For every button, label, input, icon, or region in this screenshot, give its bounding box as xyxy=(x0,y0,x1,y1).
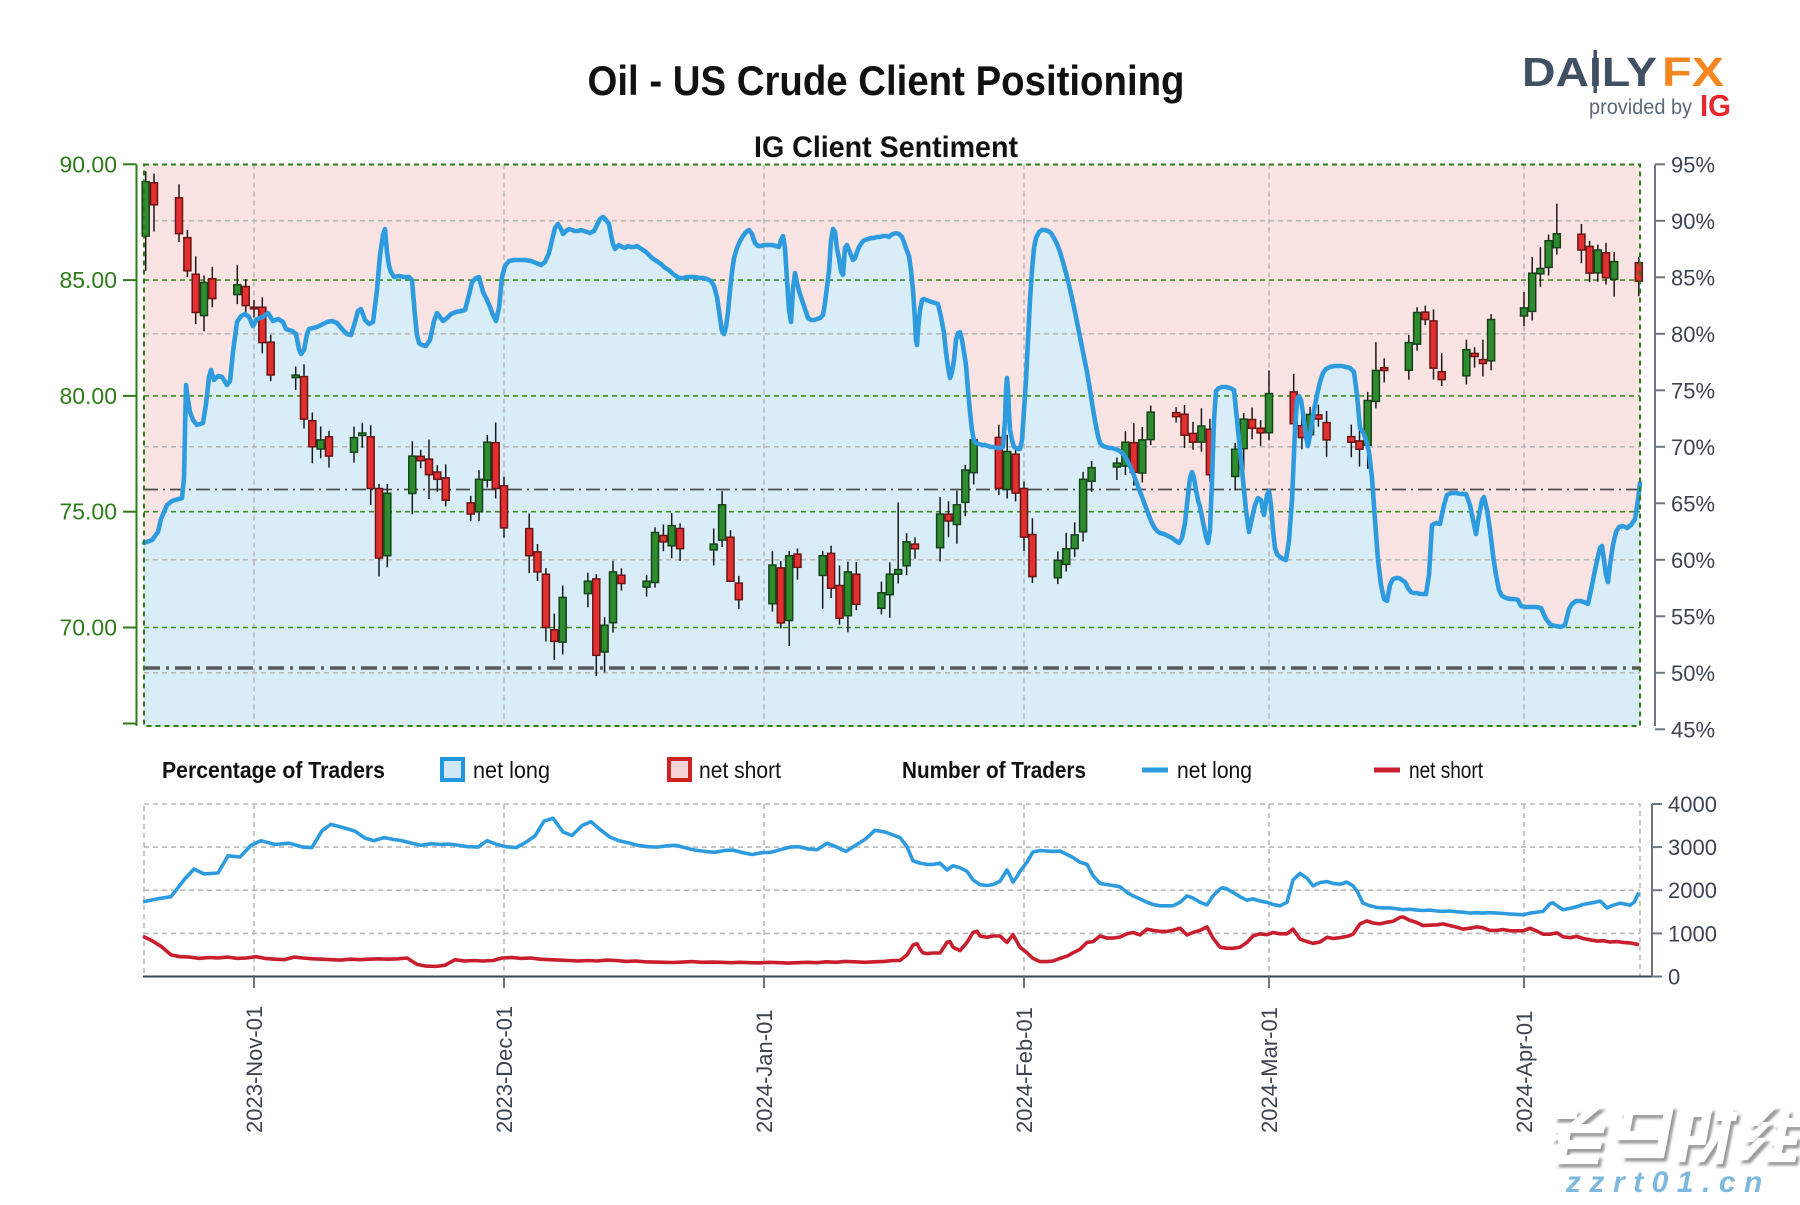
svg-text:2024-Mar-01: 2024-Mar-01 xyxy=(1257,1007,1282,1133)
svg-text:70%: 70% xyxy=(1671,435,1715,460)
svg-text:2023-Nov-01: 2023-Nov-01 xyxy=(242,1006,267,1133)
svg-text:Oil - US Crude Client Position: Oil - US Crude Client Positioning xyxy=(588,57,1185,104)
svg-text:net short: net short xyxy=(1409,757,1484,783)
svg-text:DAILY: DAILY xyxy=(1522,49,1657,95)
svg-text:2000: 2000 xyxy=(1668,878,1717,903)
svg-text:90%: 90% xyxy=(1671,209,1715,234)
svg-text:provided by: provided by xyxy=(1589,96,1692,119)
svg-text:2024-Apr-01: 2024-Apr-01 xyxy=(1512,1011,1537,1133)
svg-text:75.00: 75.00 xyxy=(59,499,117,525)
svg-text:net long: net long xyxy=(473,757,550,783)
svg-text:50%: 50% xyxy=(1671,661,1715,686)
svg-text:IG: IG xyxy=(1700,88,1731,123)
svg-text:net short: net short xyxy=(699,757,782,783)
svg-text:55%: 55% xyxy=(1671,604,1715,629)
svg-text:Number of Traders: Number of Traders xyxy=(902,757,1086,783)
svg-text:85%: 85% xyxy=(1671,265,1715,290)
svg-text:4000: 4000 xyxy=(1668,792,1717,817)
svg-text:60%: 60% xyxy=(1671,548,1715,573)
svg-text:zzrt01.cn: zzrt01.cn xyxy=(1565,1166,1771,1199)
svg-text:2024-Jan-01: 2024-Jan-01 xyxy=(752,1009,777,1133)
svg-text:75%: 75% xyxy=(1671,378,1715,403)
svg-text:45%: 45% xyxy=(1671,717,1715,742)
svg-text:95%: 95% xyxy=(1671,152,1715,177)
svg-text:80%: 80% xyxy=(1671,322,1715,347)
svg-text:80.00: 80.00 xyxy=(59,383,117,409)
svg-text:70.00: 70.00 xyxy=(59,615,117,641)
svg-text:85.00: 85.00 xyxy=(59,267,117,293)
svg-text:Percentage of Traders: Percentage of Traders xyxy=(162,757,385,783)
svg-text:2023-Dec-01: 2023-Dec-01 xyxy=(492,1006,517,1133)
svg-text:IG Client Sentiment: IG Client Sentiment xyxy=(754,131,1018,164)
svg-text:3000: 3000 xyxy=(1668,835,1717,860)
svg-text:0: 0 xyxy=(1668,965,1680,990)
svg-text:2024-Feb-01: 2024-Feb-01 xyxy=(1012,1007,1037,1133)
svg-text:90.00: 90.00 xyxy=(59,151,117,177)
svg-text:65%: 65% xyxy=(1671,491,1715,516)
svg-text:FX: FX xyxy=(1662,49,1724,95)
svg-text:1000: 1000 xyxy=(1668,921,1717,946)
svg-text:net long: net long xyxy=(1177,757,1252,783)
